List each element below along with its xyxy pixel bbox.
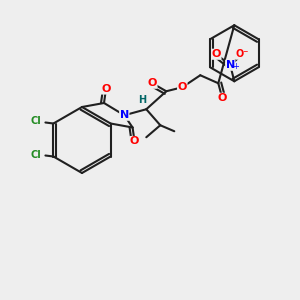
Text: +: + [232,62,239,71]
Text: O: O [148,78,157,88]
Text: O: O [101,84,111,94]
Text: N: N [226,60,235,70]
Text: Cl: Cl [30,116,41,127]
Text: O: O [178,82,187,92]
Text: O: O [212,49,221,59]
Text: O: O [218,93,227,103]
Text: Cl: Cl [30,149,41,160]
Text: O⁻: O⁻ [236,49,249,59]
Text: O: O [130,136,139,146]
Text: N: N [120,110,129,120]
Text: H: H [138,95,146,105]
